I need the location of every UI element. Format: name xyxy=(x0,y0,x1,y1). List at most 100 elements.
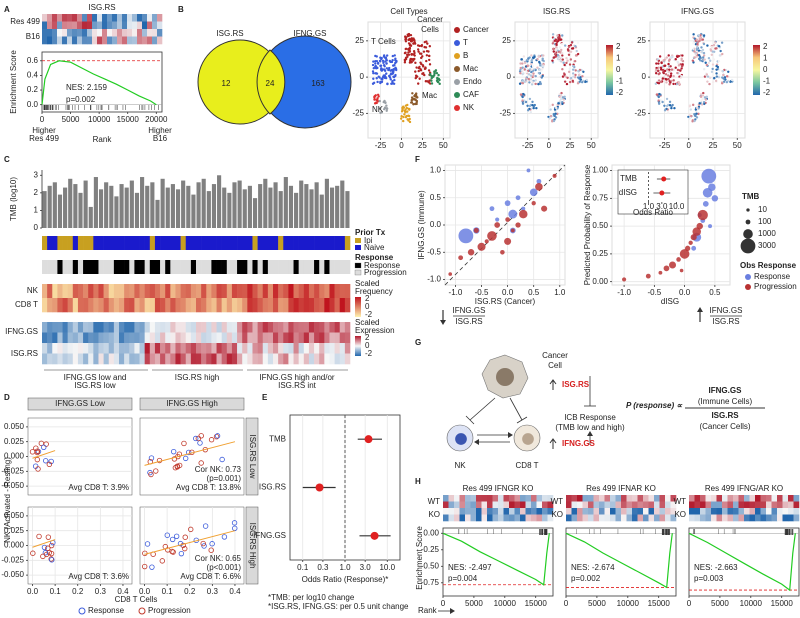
prior-tx-cell xyxy=(57,236,63,250)
heatmap-cell xyxy=(319,298,325,313)
cell-point xyxy=(659,68,663,71)
heatmap-cell xyxy=(727,514,734,522)
y-tick-label: 0.4 xyxy=(27,71,39,80)
heatmap-cell xyxy=(47,21,53,30)
label: KO xyxy=(428,510,440,519)
cell-point xyxy=(658,92,661,96)
x-tick-label: 0.4 xyxy=(229,587,241,596)
heatmap-cell xyxy=(149,332,156,344)
heatmap-cell xyxy=(122,14,128,22)
cell-point xyxy=(695,38,699,41)
inhibit-line xyxy=(469,397,496,421)
cell-point xyxy=(657,99,660,102)
point xyxy=(622,277,627,282)
sample-point xyxy=(49,557,55,563)
cell-point xyxy=(672,79,675,82)
y-tick-label: 0 xyxy=(507,72,512,81)
heatmap-cell xyxy=(498,508,504,515)
sample-point xyxy=(48,542,55,549)
heatmap-cell xyxy=(319,353,325,365)
cell-point xyxy=(715,68,718,71)
point xyxy=(535,183,543,191)
cell-point xyxy=(657,62,660,65)
heatmap-cell xyxy=(98,298,104,313)
heatmap-cell xyxy=(216,353,222,365)
heatmap-cell xyxy=(503,501,510,509)
cell-point xyxy=(711,63,715,66)
heatmap-cell xyxy=(604,495,611,502)
heatmap-cell xyxy=(760,514,767,522)
heatmap-cell xyxy=(97,14,103,22)
point xyxy=(458,255,464,261)
cell-point xyxy=(657,102,661,105)
heatmap-cell xyxy=(52,36,58,45)
heatmap-cell xyxy=(62,343,68,354)
heatmap-cell xyxy=(465,514,471,522)
cell-point xyxy=(668,83,671,86)
heatmap-cell xyxy=(542,495,548,502)
cell-point xyxy=(690,114,693,118)
heatmap-cell xyxy=(755,514,761,522)
heatmap-cell xyxy=(165,284,171,299)
sample-point xyxy=(208,437,215,443)
heatmap-cell xyxy=(226,322,233,333)
heatmap-cell xyxy=(694,508,701,515)
heatmap-cell xyxy=(793,508,800,515)
cell-point xyxy=(661,77,665,80)
heatmap-cell xyxy=(487,501,493,509)
label: ICB Response xyxy=(564,413,616,422)
bar xyxy=(150,182,155,228)
cell-point xyxy=(669,81,672,84)
heatmap-cell xyxy=(659,514,666,522)
heatmap-cell xyxy=(139,343,145,354)
heatmap-cell xyxy=(509,514,515,522)
legend-label: Response xyxy=(754,272,791,281)
heatmap-cell xyxy=(88,332,94,344)
heatmap-cell xyxy=(147,29,153,37)
heatmap-cell xyxy=(87,21,93,30)
cell-point xyxy=(705,73,709,76)
cell-point xyxy=(410,98,414,101)
sample-point xyxy=(176,462,183,469)
cell-point xyxy=(382,61,385,65)
cell-point xyxy=(569,58,573,61)
bar xyxy=(340,180,345,228)
label: Obs Response xyxy=(740,261,797,270)
heatmap-cell xyxy=(637,508,644,515)
point-estimate xyxy=(315,483,324,492)
heatmap-cell xyxy=(97,29,103,37)
heatmap-cell xyxy=(643,495,649,502)
heatmap-cell xyxy=(137,14,143,22)
cell-point xyxy=(577,69,580,73)
heatmap-cell xyxy=(738,508,745,515)
heatmap-cell xyxy=(536,495,543,502)
colorbar xyxy=(355,336,361,356)
cell-point xyxy=(567,70,571,74)
enrichment-curve xyxy=(565,532,673,589)
heatmap-cell xyxy=(160,332,166,344)
heatmap-cell xyxy=(665,501,671,509)
sample-point xyxy=(45,534,52,540)
cell-point xyxy=(669,65,672,68)
cell-point xyxy=(679,69,682,72)
heatmap-cell xyxy=(604,514,611,522)
cell-point xyxy=(384,101,387,105)
cell-point xyxy=(404,38,407,41)
cell-point xyxy=(706,44,709,47)
cell-point xyxy=(394,57,397,60)
label: 3000 xyxy=(758,241,776,250)
cell-point xyxy=(385,104,388,107)
label: IFNG.GS (Immune) xyxy=(417,190,426,260)
cell-point xyxy=(551,42,555,45)
label: (TMB low and high) xyxy=(555,423,625,432)
cell-point xyxy=(697,112,700,116)
heatmap-cell xyxy=(93,353,99,365)
heatmap-cell xyxy=(273,284,279,299)
cell-point xyxy=(400,114,403,118)
heatmap-cell xyxy=(542,514,548,522)
heatmap-cell xyxy=(760,495,767,502)
cell-point xyxy=(435,79,439,82)
heatmap-cell xyxy=(443,501,449,509)
prior-tx-cell xyxy=(67,236,74,250)
cell-point xyxy=(524,77,528,80)
